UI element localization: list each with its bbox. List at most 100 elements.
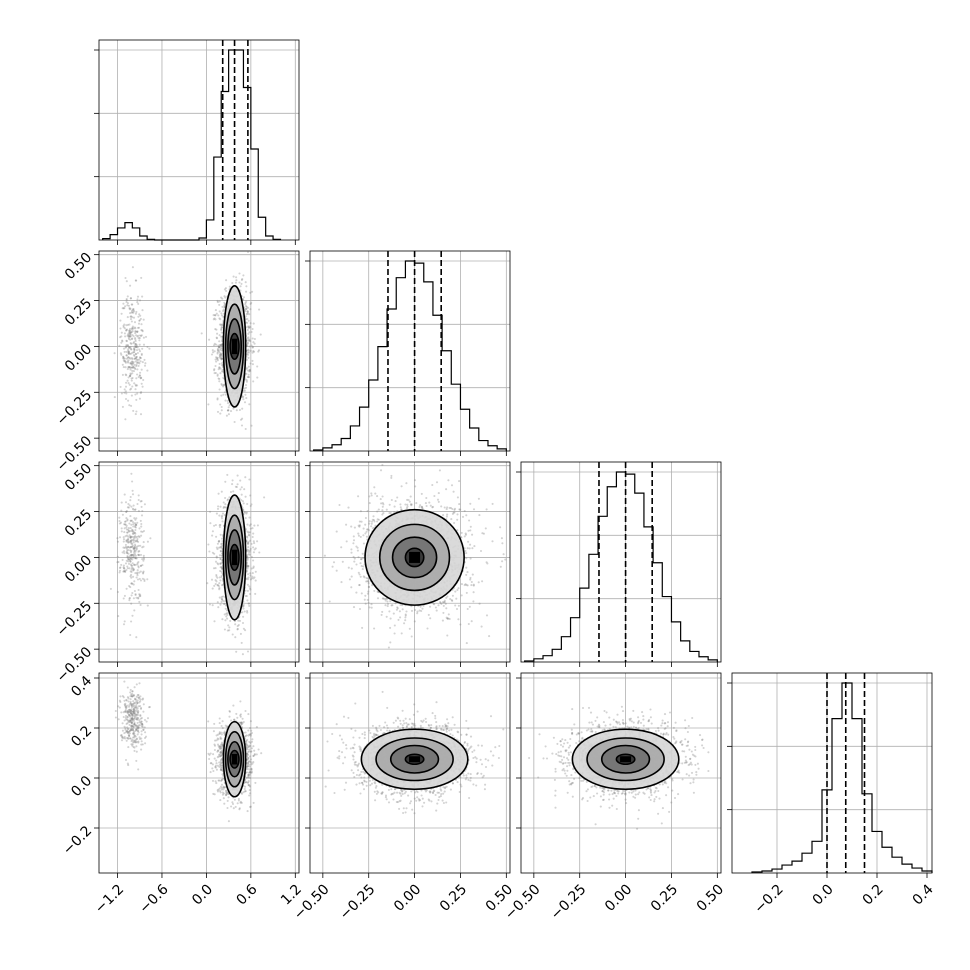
scatter-point bbox=[135, 358, 138, 361]
scatter-point bbox=[224, 480, 227, 483]
scatter-point bbox=[138, 334, 142, 337]
scatter-point bbox=[200, 332, 203, 335]
scatter-point bbox=[129, 536, 132, 539]
scatter-point bbox=[125, 534, 129, 537]
scatter-point bbox=[136, 330, 139, 333]
scatter-point bbox=[128, 323, 131, 326]
scatter-point bbox=[253, 337, 256, 341]
scatter-point bbox=[254, 579, 257, 582]
scatter-point bbox=[142, 318, 145, 321]
scatter-point bbox=[137, 510, 140, 513]
scatter-point bbox=[125, 587, 128, 590]
scatter-point bbox=[127, 332, 130, 335]
scatter-point bbox=[130, 553, 133, 557]
scatter-point bbox=[247, 373, 250, 376]
scatter-point bbox=[140, 334, 143, 338]
scatter-point bbox=[141, 546, 144, 549]
scatter-point bbox=[251, 363, 254, 366]
scatter-point bbox=[222, 797, 225, 800]
scatter-point bbox=[228, 710, 231, 713]
scatter-point bbox=[221, 384, 224, 387]
scatter-point bbox=[220, 357, 223, 360]
scatter-point bbox=[134, 543, 137, 546]
scatter-point bbox=[226, 409, 230, 412]
scatter-point bbox=[214, 560, 218, 563]
scatter-point bbox=[219, 546, 222, 549]
scatter-point bbox=[140, 334, 143, 337]
scatter-point bbox=[247, 336, 250, 339]
scatter-point bbox=[131, 385, 134, 388]
scatter-point bbox=[249, 504, 252, 508]
scatter-point bbox=[124, 373, 127, 376]
scatter-point bbox=[251, 327, 254, 331]
scatter-point bbox=[127, 558, 130, 561]
scatter-point bbox=[222, 501, 225, 504]
scatter-point bbox=[215, 535, 218, 538]
scatter-point bbox=[221, 309, 225, 313]
scatter-point bbox=[138, 299, 142, 302]
scatter-point bbox=[124, 523, 127, 526]
scatter-point bbox=[132, 353, 135, 357]
scatter-point bbox=[249, 549, 252, 552]
scatter-point bbox=[129, 586, 132, 589]
scatter-point bbox=[134, 532, 137, 535]
scatter-point bbox=[129, 346, 132, 349]
scatter-point bbox=[119, 336, 122, 339]
scatter-point bbox=[214, 328, 217, 331]
scatter-point bbox=[251, 359, 254, 362]
scatter-point bbox=[139, 356, 142, 360]
scatter-point bbox=[254, 547, 257, 550]
scatter-point bbox=[250, 542, 253, 545]
scatter-point bbox=[137, 550, 140, 553]
scatter-point bbox=[131, 528, 134, 531]
scatter-point bbox=[219, 603, 222, 606]
scatter-point bbox=[129, 540, 132, 543]
scatter-point bbox=[139, 594, 142, 598]
scatter-point bbox=[130, 554, 133, 557]
scatter-point bbox=[216, 507, 220, 510]
scatter-point bbox=[138, 362, 141, 365]
scatter-point bbox=[219, 347, 222, 350]
scatter-point bbox=[136, 578, 140, 581]
scatter-point bbox=[241, 717, 244, 720]
scatter-point bbox=[123, 570, 127, 573]
scatter-point bbox=[220, 517, 224, 520]
scatter-point bbox=[140, 505, 143, 508]
scatter-point bbox=[221, 512, 225, 515]
scatter-point bbox=[133, 589, 136, 593]
scatter-point bbox=[144, 362, 147, 365]
scatter-point bbox=[249, 727, 252, 730]
scatter-point bbox=[143, 358, 146, 361]
scatter-point bbox=[146, 540, 149, 543]
scatter-point bbox=[129, 530, 132, 533]
scatter-point bbox=[217, 585, 220, 588]
scatter-point bbox=[216, 397, 219, 400]
scatter-point bbox=[123, 391, 126, 394]
scatter-point bbox=[207, 543, 210, 546]
scatter-point bbox=[130, 379, 133, 382]
scatter-point bbox=[220, 326, 223, 329]
scatter-point bbox=[127, 529, 131, 532]
scatter-point bbox=[138, 319, 141, 322]
scatter-point bbox=[130, 554, 134, 557]
scatter-point bbox=[213, 584, 216, 587]
scatter-point bbox=[122, 355, 125, 359]
scatter-point bbox=[135, 596, 138, 599]
scatter-point bbox=[242, 627, 245, 630]
scatter-point bbox=[217, 346, 221, 349]
scatter-point bbox=[246, 523, 249, 526]
scatter-point bbox=[220, 328, 223, 331]
scatter-point bbox=[245, 511, 248, 514]
scatter-point bbox=[216, 576, 219, 579]
scatter-point bbox=[125, 559, 128, 562]
scatter-point bbox=[215, 555, 218, 558]
scatter-point bbox=[220, 733, 223, 736]
scatter-point bbox=[249, 758, 253, 761]
scatter-point bbox=[131, 372, 134, 375]
scatter-point bbox=[241, 611, 244, 614]
scatter-point bbox=[122, 570, 126, 573]
scatter-point bbox=[122, 347, 126, 350]
scatter-point bbox=[212, 567, 216, 570]
scatter-point bbox=[248, 338, 251, 341]
scatter-point bbox=[138, 374, 142, 377]
